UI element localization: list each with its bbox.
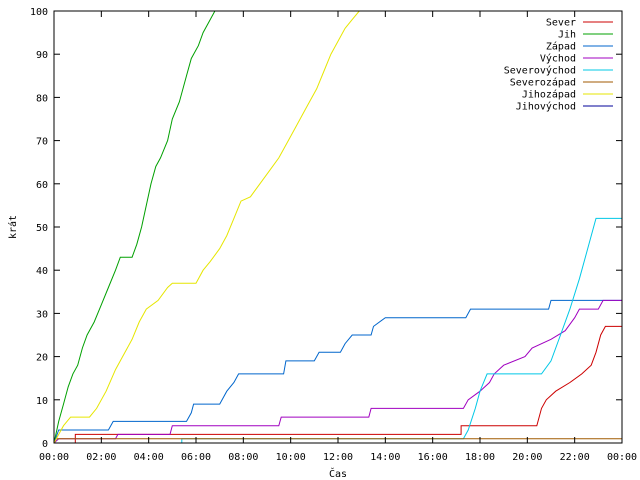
x-tick-label: 04:00 (134, 452, 164, 463)
x-axis-label: Čas (329, 467, 347, 480)
y-tick-label: 60 (36, 180, 48, 191)
x-tick-label: 22:00 (560, 452, 590, 463)
legend-label: Jihovýchod (516, 101, 576, 113)
x-tick-label: 16:00 (418, 452, 448, 463)
x-tick-label: 00:00 (39, 452, 69, 463)
x-tick-label: 00:00 (607, 452, 637, 463)
y-tick-label: 70 (36, 137, 48, 148)
series-line-západ (53, 299, 622, 444)
legend-label: Východ (540, 53, 576, 65)
legend-label: Sever (546, 18, 576, 29)
legend-label: Severovýchod (504, 65, 576, 77)
y-tick-label: 20 (36, 353, 48, 364)
y-tick-label: 80 (36, 93, 48, 104)
y-tick-label: 50 (36, 223, 48, 234)
y-axis-label: krát (7, 215, 19, 239)
x-tick-label: 02:00 (86, 452, 116, 463)
legend-label: Severozápad (510, 77, 576, 89)
legend-label: Západ (546, 41, 576, 53)
y-tick-label: 40 (36, 266, 48, 277)
plot-marks (53, 10, 622, 444)
x-tick-label: 18:00 (465, 452, 495, 463)
series-line-severovýchod (181, 217, 622, 443)
legend-label: Jih (558, 30, 576, 41)
y-tick-label: 0 (42, 439, 48, 450)
legend: SeverJihZápadVýchodSeverovýchodSeverozáp… (504, 18, 613, 113)
y-tick-label: 100 (30, 7, 48, 18)
x-tick-label: 20:00 (512, 452, 542, 463)
series-line-sever (74, 325, 622, 443)
y-tick-label: 30 (36, 309, 48, 320)
x-tick-label: 14:00 (370, 452, 400, 463)
x-tick-label: 10:00 (276, 452, 306, 463)
x-tick-label: 12:00 (323, 452, 353, 463)
series-line-jihozápad (53, 10, 360, 444)
y-tick-label: 90 (36, 50, 48, 61)
x-tick-label: 06:00 (181, 452, 211, 463)
x-tick-label: 08:00 (228, 452, 258, 463)
axis-ticks: 00:00 02:00 04:00 06:00 08:00 10:00 12:00 14:00… (30, 7, 637, 463)
y-tick-label: 10 (36, 396, 48, 407)
legend-label: Jihozápad (522, 89, 576, 101)
series-line-jih (53, 10, 216, 444)
